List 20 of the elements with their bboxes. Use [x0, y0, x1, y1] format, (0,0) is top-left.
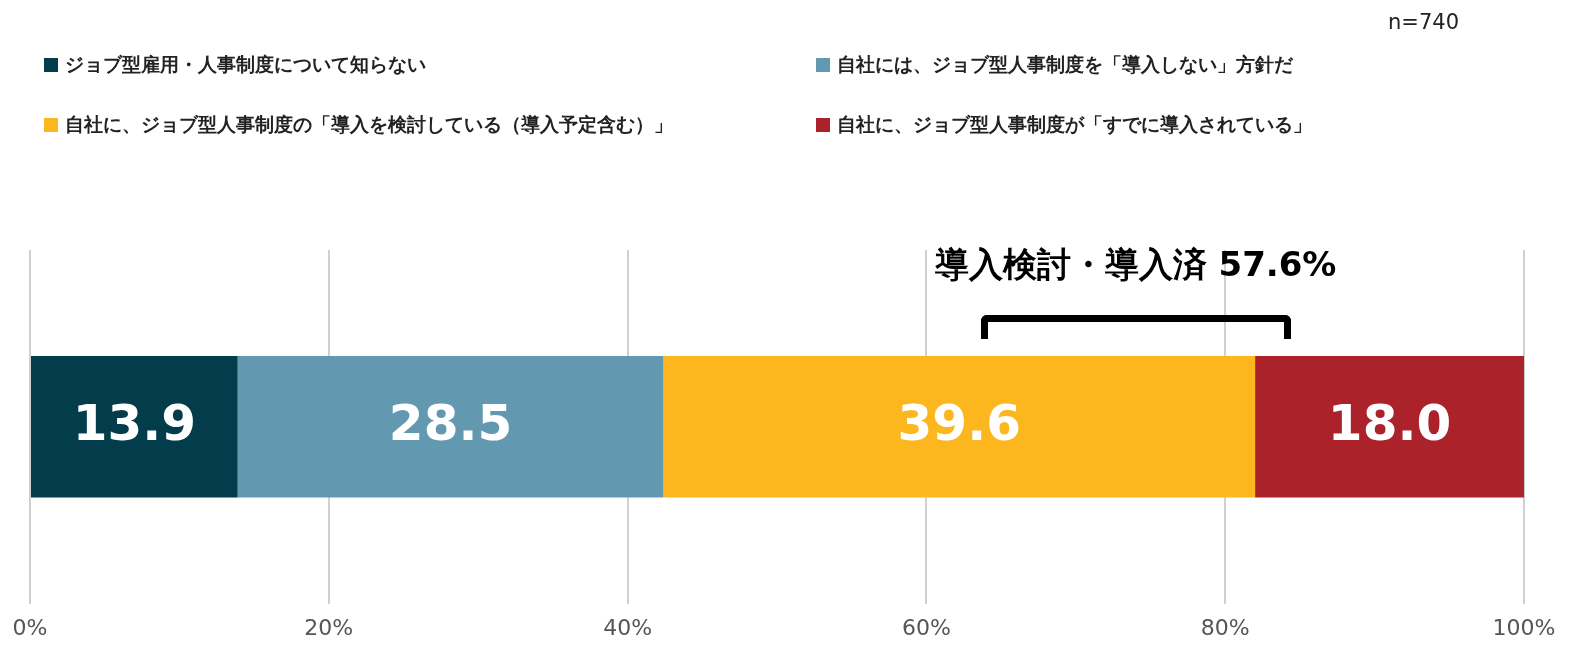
legend-label: ジョブ型雇用・人事制度について知らない — [65, 52, 426, 77]
bar — [1255, 356, 1524, 498]
x-tick-label: 100% — [1492, 614, 1556, 640]
bar — [663, 356, 1256, 498]
x-tick-label: 20% — [304, 614, 354, 640]
text: n=740 — [1388, 10, 1459, 34]
data-label: 28.5 — [388, 393, 513, 452]
x-tick-label: 80% — [1200, 614, 1250, 640]
bar — [31, 356, 238, 498]
x-tick-label: 60% — [901, 614, 951, 640]
legend-label: 自社に、ジョブ型人事制度の「導入を検討している（導入予定含む）」 — [65, 112, 673, 137]
annotation: 導入検討・導入済 57.6% — [934, 243, 1337, 286]
bar — [237, 356, 664, 498]
legend-label: 自社に、ジョブ型人事制度が「すでに導入されている」 — [837, 112, 1312, 137]
x-tick-label: 0% — [12, 614, 48, 640]
data-label: 18.0 — [1327, 393, 1452, 452]
x-tick-label: 40% — [603, 614, 653, 640]
data-label: 39.6 — [897, 393, 1021, 452]
legend-label: 自社には、ジョブ型人事制度を「導入しない」方針だ — [837, 52, 1293, 77]
data-label: 13.9 — [72, 393, 197, 452]
